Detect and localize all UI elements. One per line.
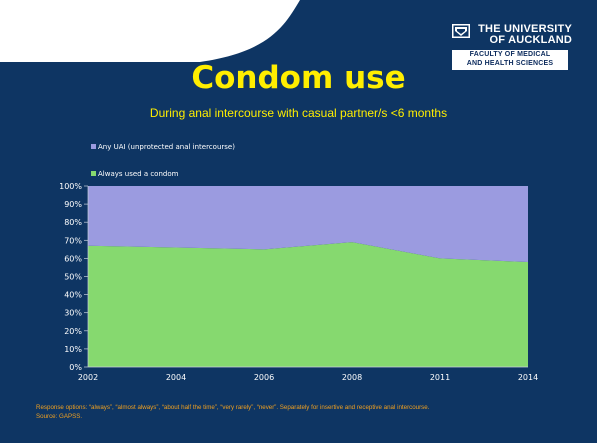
y-tick-label: 100%: [59, 182, 82, 191]
x-tick-label: 2004: [166, 373, 186, 382]
slide-title: Condom use: [191, 60, 406, 96]
y-tick-label: 50%: [64, 273, 82, 282]
area-series-1: [88, 186, 528, 263]
faculty-line1: FACULTY OF MEDICAL: [469, 51, 551, 58]
footnote-response-options: Response options: “always”, “almost alwa…: [36, 404, 430, 411]
footnote-source: Source: GAPSS.: [36, 412, 83, 420]
x-tick-label: 2002: [78, 373, 98, 382]
university-name: THE UNIVERSITY OF AUCKLAND: [472, 24, 572, 46]
university-name-line1: THE UNIVERSITY: [478, 23, 572, 35]
university-crest-icon: [452, 24, 470, 38]
slide-subtitle: During anal intercourse with casual part…: [149, 106, 448, 120]
y-tick-label: 0%: [69, 363, 82, 372]
x-tick-label: 2008: [342, 373, 362, 382]
y-tick-label: 10%: [64, 345, 82, 354]
footnote: Response options: “always”, “almost alwa…: [36, 404, 586, 421]
x-tick-label: 2006: [254, 373, 274, 382]
y-tick-label: 80%: [64, 218, 82, 227]
y-tick-label: 90%: [64, 200, 82, 209]
university-name-line2: OF AUCKLAND: [489, 34, 572, 46]
faculty-badge: FACULTY OF MEDICAL AND HEALTH SCIENCES: [452, 50, 568, 70]
legend-label: Any UAI (unprotected anal intercourse): [98, 143, 235, 151]
x-tick-label: 2011: [430, 373, 450, 382]
legend-swatch: [91, 144, 96, 149]
y-tick-label: 60%: [64, 254, 82, 263]
white-corner-shape: [0, 0, 300, 62]
y-tick-label: 70%: [64, 236, 82, 245]
university-logo: THE UNIVERSITY OF AUCKLAND FACULTY OF ME…: [452, 24, 572, 72]
x-tick-label: 2014: [518, 373, 538, 382]
y-tick-label: 30%: [64, 309, 82, 318]
legend-swatch: [91, 171, 96, 176]
y-tick-label: 40%: [64, 291, 82, 300]
y-tick-label: 20%: [64, 327, 82, 336]
faculty-line2: AND HEALTH SCIENCES: [466, 59, 554, 67]
area-series-0: [88, 242, 528, 367]
legend-label: Always used a condom: [98, 170, 179, 178]
